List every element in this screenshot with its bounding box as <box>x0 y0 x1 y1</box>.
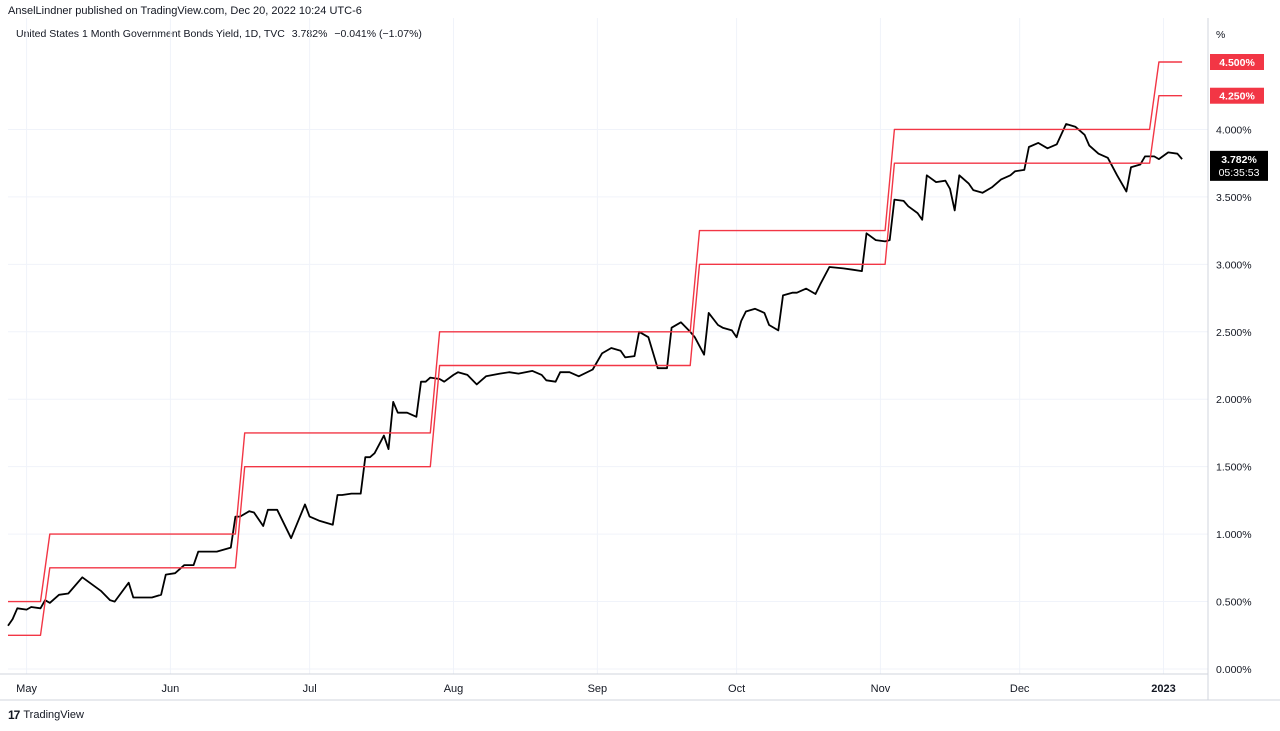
footer-brand: 17 TradingView <box>8 708 84 722</box>
time-tick-label: Oct <box>728 683 745 695</box>
price-tick-label: 1.000% <box>1216 529 1252 541</box>
time-tick-label: Dec <box>1010 683 1030 695</box>
price-tick-label: 2.000% <box>1216 394 1252 406</box>
time-tick-label: Jun <box>162 683 180 695</box>
yield-series-line <box>7 123 1183 627</box>
price-tick-label: 0.000% <box>1216 664 1252 676</box>
last-price-label-bg <box>1210 150 1268 181</box>
price-tick-label: 2.500% <box>1216 327 1252 339</box>
published-byline: AnselLindner published on TradingView.co… <box>8 5 362 17</box>
price-tick-label: 3.000% <box>1216 259 1252 271</box>
band-price-label-bg <box>1210 87 1264 104</box>
price-tick-label: 4.000% <box>1216 124 1252 136</box>
price-tick-label: 0.500% <box>1216 597 1252 609</box>
symbol-name: United States 1 Month Government Bonds Y… <box>16 28 285 40</box>
time-tick-label: Aug <box>444 683 464 695</box>
time-tick-label: Nov <box>871 683 891 695</box>
band-price-label: 4.500% <box>1219 57 1255 69</box>
time-tick-label: Sep <box>588 683 608 695</box>
price-tick-label: 1.500% <box>1216 462 1252 474</box>
symbol-legend: United States 1 Month Government Bonds Y… <box>16 28 426 40</box>
tradingview-logo-icon: 17 <box>8 708 20 722</box>
price-axis-unit: % <box>1216 29 1225 41</box>
band-price-label: 4.250% <box>1219 91 1255 103</box>
fed-funds-band-line <box>8 94 1183 636</box>
price-tick-label: 3.500% <box>1216 192 1252 204</box>
time-tick-label: 2023 <box>1151 683 1175 695</box>
fed-funds-band-line <box>8 61 1183 603</box>
time-tick-label: May <box>16 683 37 695</box>
bar-countdown-label: 05:35:53 <box>1219 167 1260 179</box>
brand-name: TradingView <box>23 709 84 721</box>
last-price-label: 3.782% <box>1221 154 1257 166</box>
time-tick-label: Jul <box>303 683 317 695</box>
change-value: −0.041% (−1.07%) <box>334 28 422 40</box>
band-price-label-bg <box>1210 54 1264 70</box>
